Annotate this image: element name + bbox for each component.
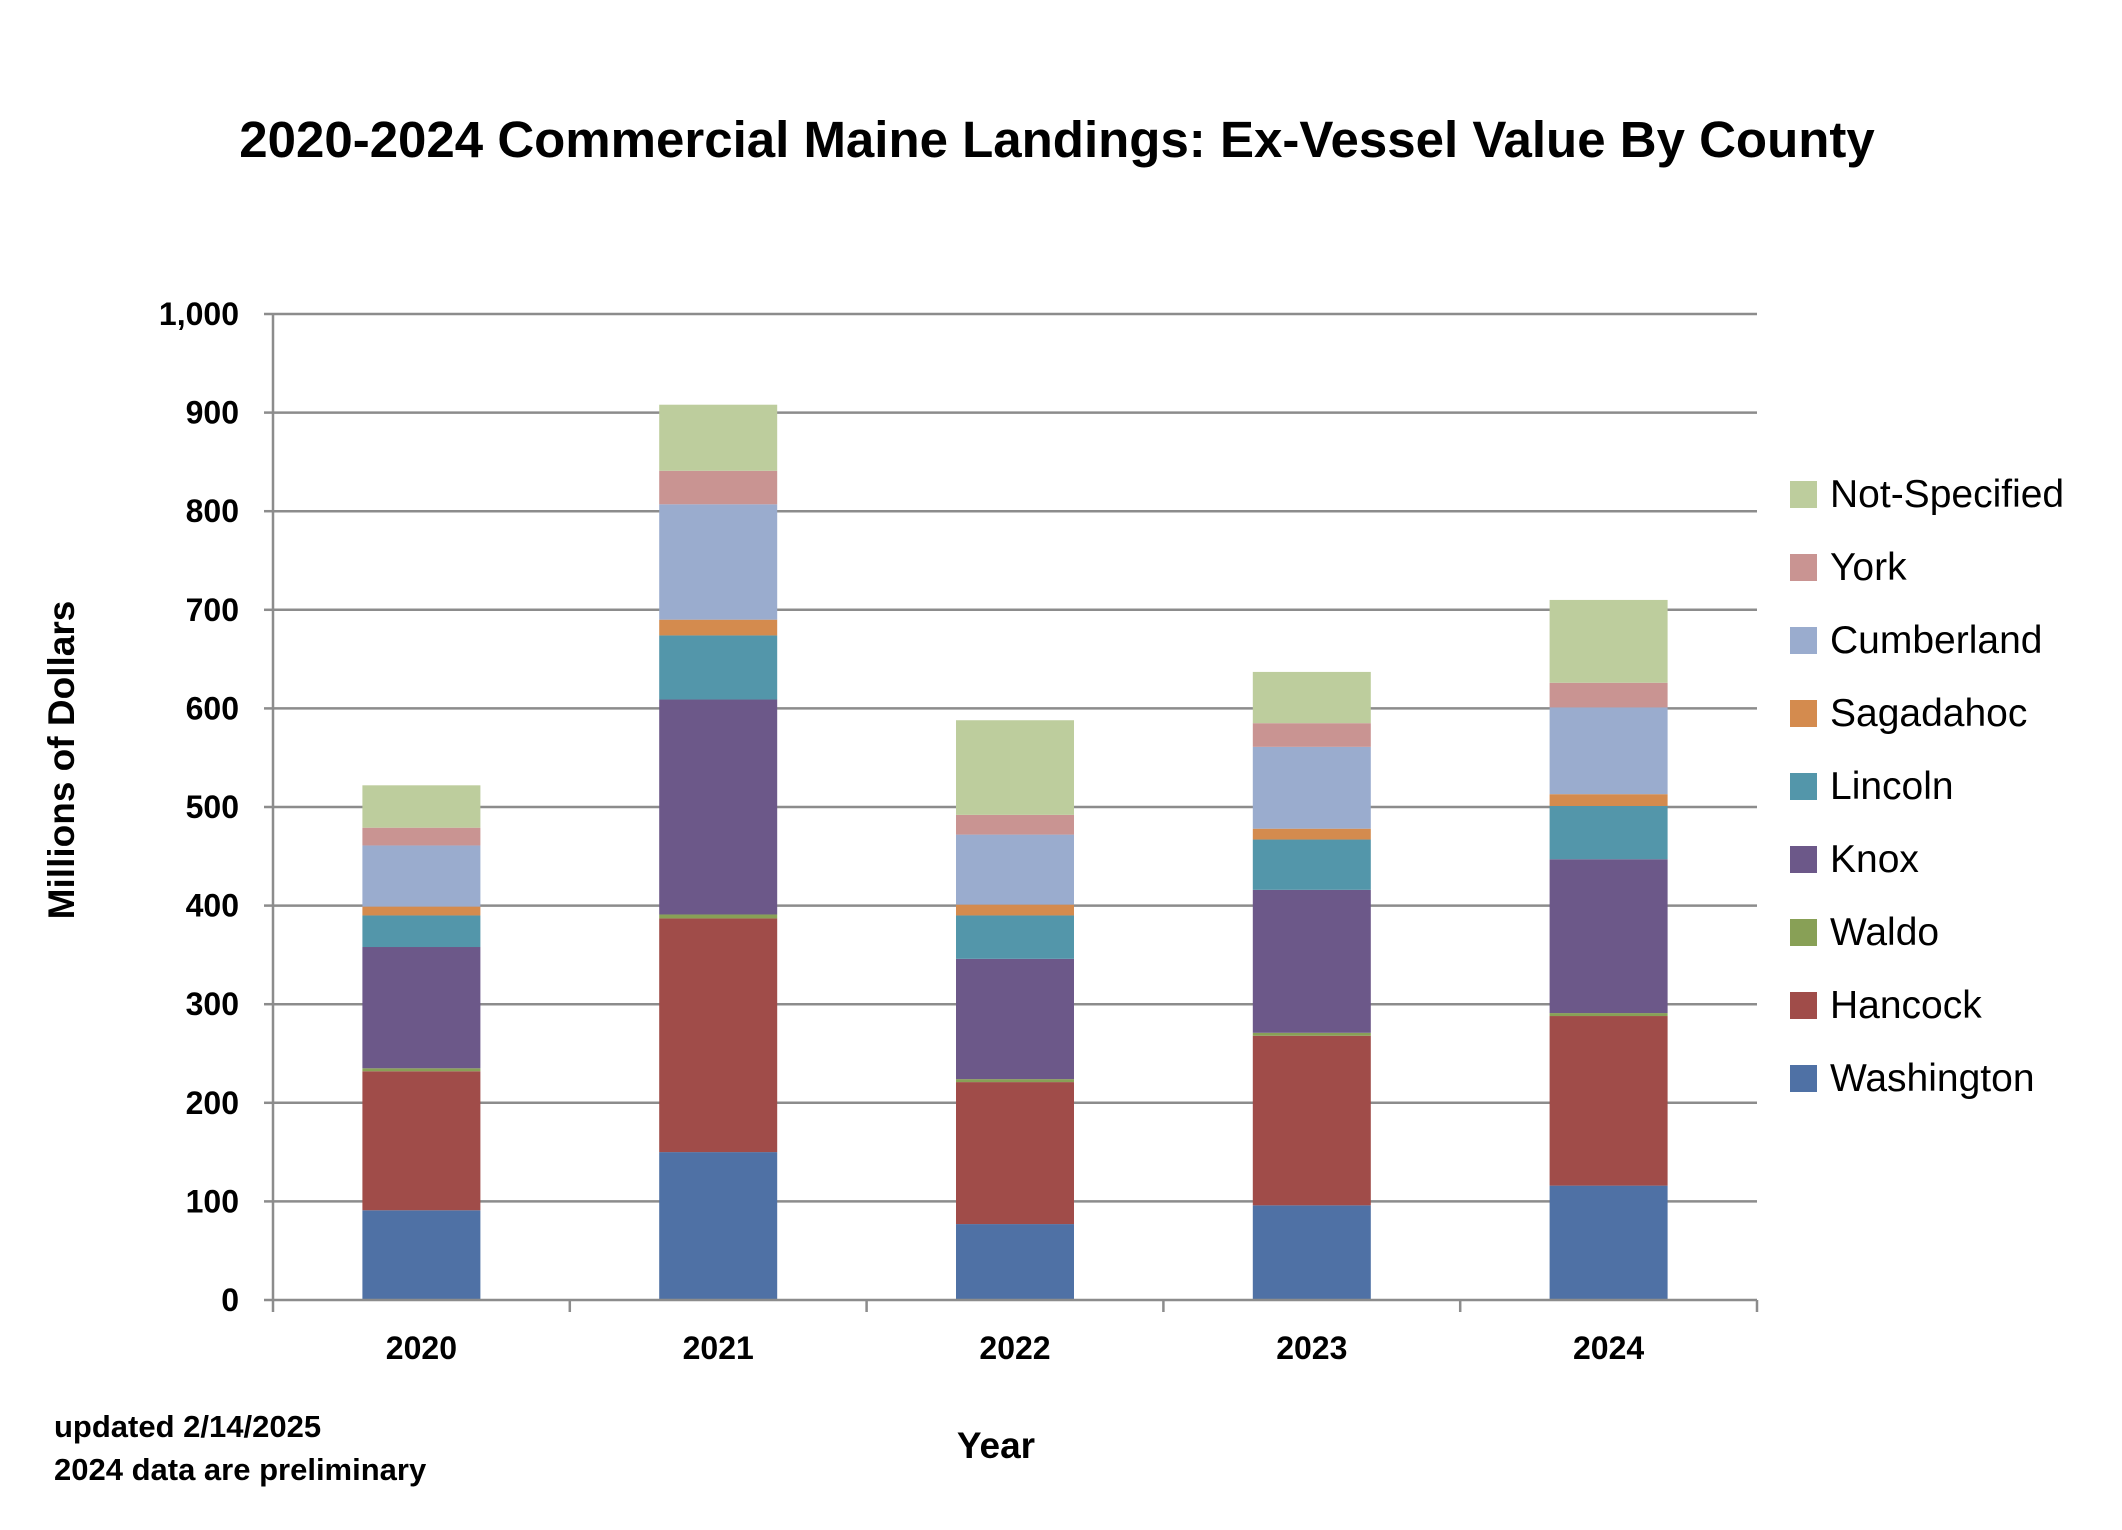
x-tick-label: 2021 xyxy=(683,1330,754,1366)
bar-waldo-2021 xyxy=(659,914,778,919)
y-tick-label: 600 xyxy=(186,690,239,726)
bar-waldo-2022 xyxy=(956,1079,1074,1083)
bar-washington-2022 xyxy=(956,1224,1074,1300)
bar-knox-2023 xyxy=(1252,889,1371,1033)
legend-label-hancock: Hancock xyxy=(1830,984,1982,1027)
bar-lincoln-2021 xyxy=(659,635,778,700)
bar-not-specified-2020 xyxy=(362,785,481,828)
bar-waldo-2020 xyxy=(362,1068,481,1072)
bar-waldo-2024 xyxy=(1549,1013,1668,1017)
bar-washington-2024 xyxy=(1549,1185,1668,1300)
updated-note: updated 2/14/2025 xyxy=(54,1409,321,1444)
y-tick-label: 200 xyxy=(186,1085,239,1121)
bar-lincoln-2022 xyxy=(956,915,1074,959)
y-tick-label: 0 xyxy=(221,1282,239,1318)
bar-lincoln-2023 xyxy=(1252,839,1371,890)
x-tick-label: 2024 xyxy=(1573,1330,1644,1366)
y-tick-label: 700 xyxy=(186,592,239,628)
x-tick-label: 2022 xyxy=(979,1330,1050,1366)
bar-york-2021 xyxy=(659,470,778,505)
bar-lincoln-2020 xyxy=(362,915,481,948)
bar-waldo-2023 xyxy=(1252,1032,1371,1036)
bar-lincoln-2024 xyxy=(1549,806,1668,860)
bar-knox-2022 xyxy=(956,958,1074,1080)
bar-york-2023 xyxy=(1252,723,1371,747)
legend-swatch-sagadahoc xyxy=(1790,700,1817,727)
legend-label-lincoln: Lincoln xyxy=(1830,765,1954,808)
bar-sagadahoc-2022 xyxy=(956,904,1074,916)
y-axis-label: Millions of Dollars xyxy=(41,601,82,920)
legend-swatch-hancock xyxy=(1790,992,1817,1019)
bar-sagadahoc-2023 xyxy=(1252,828,1371,840)
bar-hancock-2023 xyxy=(1252,1035,1371,1206)
bar-york-2020 xyxy=(362,827,481,846)
legend-label-sagadahoc: Sagadahoc xyxy=(1830,692,2027,735)
bar-washington-2020 xyxy=(362,1210,481,1300)
bar-not-specified-2022 xyxy=(956,720,1074,815)
preliminary-note: 2024 data are preliminary xyxy=(54,1452,427,1487)
bar-not-specified-2023 xyxy=(1252,671,1371,724)
bar-cumberland-2024 xyxy=(1549,707,1668,795)
legend-swatch-not-specified xyxy=(1790,481,1817,508)
legend-label-knox: Knox xyxy=(1830,838,1919,881)
y-tick-label: 300 xyxy=(186,986,239,1022)
bar-sagadahoc-2024 xyxy=(1549,794,1668,807)
bar-sagadahoc-2020 xyxy=(362,906,481,916)
bar-hancock-2021 xyxy=(659,918,778,1153)
legend-label-waldo: Waldo xyxy=(1830,911,1939,954)
x-axis-label: Year xyxy=(957,1425,1035,1466)
bar-not-specified-2021 xyxy=(659,404,778,471)
y-tick-label: 900 xyxy=(186,395,239,431)
bar-cumberland-2021 xyxy=(659,504,778,620)
bar-sagadahoc-2021 xyxy=(659,619,778,636)
x-tick-label: 2020 xyxy=(386,1330,457,1366)
bar-cumberland-2023 xyxy=(1252,746,1371,829)
legend-label-cumberland: Cumberland xyxy=(1830,619,2042,662)
y-tick-label: 500 xyxy=(186,789,239,825)
bar-cumberland-2020 xyxy=(362,845,481,907)
bars xyxy=(362,404,1668,1300)
legend-swatch-cumberland xyxy=(1790,627,1817,654)
bar-washington-2023 xyxy=(1252,1205,1371,1300)
bar-knox-2020 xyxy=(362,947,481,1069)
legend-swatch-york xyxy=(1790,554,1817,581)
y-tick-label: 800 xyxy=(186,493,239,529)
bar-hancock-2024 xyxy=(1549,1016,1668,1186)
bar-hancock-2022 xyxy=(956,1082,1074,1225)
legend-swatch-knox xyxy=(1790,846,1817,873)
bar-knox-2024 xyxy=(1549,859,1668,1014)
legend-label-washington: Washington xyxy=(1830,1057,2035,1100)
bar-washington-2021 xyxy=(659,1152,778,1300)
x-tick-label: 2023 xyxy=(1276,1330,1347,1366)
chart-title: 2020-2024 Commercial Maine Landings: Ex-… xyxy=(239,111,1875,168)
legend: Not-Specified York Cumberland Sagadahoc Linc… xyxy=(1790,473,2064,1100)
legend-swatch-lincoln xyxy=(1790,773,1817,800)
bar-cumberland-2022 xyxy=(956,834,1074,905)
bar-york-2024 xyxy=(1549,682,1668,708)
y-axis-ticks: 0 100 200 300 400 500 600 700 800 900 1,000 xyxy=(159,296,273,1318)
y-tick-label: 100 xyxy=(186,1183,239,1219)
y-tick-label: 400 xyxy=(186,888,239,924)
legend-swatch-washington xyxy=(1790,1065,1817,1092)
x-axis-ticks: 2020 2021 2022 2023 2024 xyxy=(271,1300,1759,1366)
bar-york-2022 xyxy=(956,814,1074,835)
bar-hancock-2020 xyxy=(362,1071,481,1211)
legend-label-york: York xyxy=(1830,546,1907,589)
y-tick-label: 1,000 xyxy=(159,296,239,332)
legend-label-not-specified: Not-Specified xyxy=(1830,473,2064,516)
legend-swatch-waldo xyxy=(1790,919,1817,946)
bar-not-specified-2024 xyxy=(1549,599,1668,683)
bar-knox-2021 xyxy=(659,699,778,915)
